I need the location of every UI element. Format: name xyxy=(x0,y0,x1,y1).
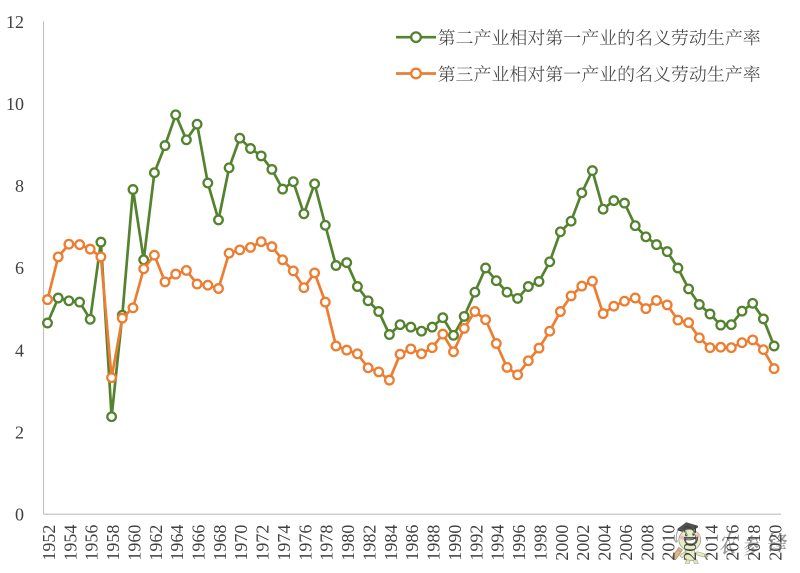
svg-text:4: 4 xyxy=(15,340,24,360)
svg-text:0: 0 xyxy=(15,505,24,525)
svg-text:1958: 1958 xyxy=(103,525,123,561)
svg-text:1988: 1988 xyxy=(424,525,444,561)
svg-text:8: 8 xyxy=(15,176,24,196)
svg-text:1952: 1952 xyxy=(39,525,59,561)
svg-text:2010: 2010 xyxy=(659,525,679,561)
svg-text:2006: 2006 xyxy=(616,525,636,561)
svg-text:12: 12 xyxy=(6,12,24,32)
svg-text:1966: 1966 xyxy=(189,525,209,561)
svg-text:2012: 2012 xyxy=(680,525,700,561)
svg-text:1968: 1968 xyxy=(210,525,230,561)
svg-text:1984: 1984 xyxy=(381,525,401,561)
svg-text:1970: 1970 xyxy=(231,525,251,561)
svg-text:2004: 2004 xyxy=(595,525,615,561)
svg-text:2008: 2008 xyxy=(637,525,657,561)
svg-text:2002: 2002 xyxy=(573,525,593,561)
svg-text:1964: 1964 xyxy=(167,525,187,561)
svg-text:2016: 2016 xyxy=(723,525,743,561)
svg-text:2020: 2020 xyxy=(766,525,786,561)
svg-text:1994: 1994 xyxy=(488,525,508,561)
svg-text:1996: 1996 xyxy=(509,525,529,561)
svg-text:6: 6 xyxy=(15,258,24,278)
svg-text:2018: 2018 xyxy=(744,525,764,561)
svg-text:1992: 1992 xyxy=(466,525,486,561)
svg-text:1956: 1956 xyxy=(82,525,102,561)
svg-text:2000: 2000 xyxy=(552,525,572,561)
svg-text:1990: 1990 xyxy=(445,525,465,561)
svg-text:1980: 1980 xyxy=(338,525,358,561)
svg-text:1972: 1972 xyxy=(253,525,273,561)
svg-text:1960: 1960 xyxy=(124,525,144,561)
svg-text:1962: 1962 xyxy=(146,525,166,561)
svg-text:1974: 1974 xyxy=(274,525,294,561)
svg-text:1982: 1982 xyxy=(359,525,379,561)
svg-text:10: 10 xyxy=(6,94,24,114)
svg-text:2014: 2014 xyxy=(701,525,721,561)
svg-text:2: 2 xyxy=(15,423,24,443)
svg-text:1978: 1978 xyxy=(317,525,337,561)
svg-text:1954: 1954 xyxy=(60,525,80,561)
svg-text:1976: 1976 xyxy=(295,525,315,561)
svg-text:1986: 1986 xyxy=(402,525,422,561)
svg-text:1998: 1998 xyxy=(530,525,550,561)
